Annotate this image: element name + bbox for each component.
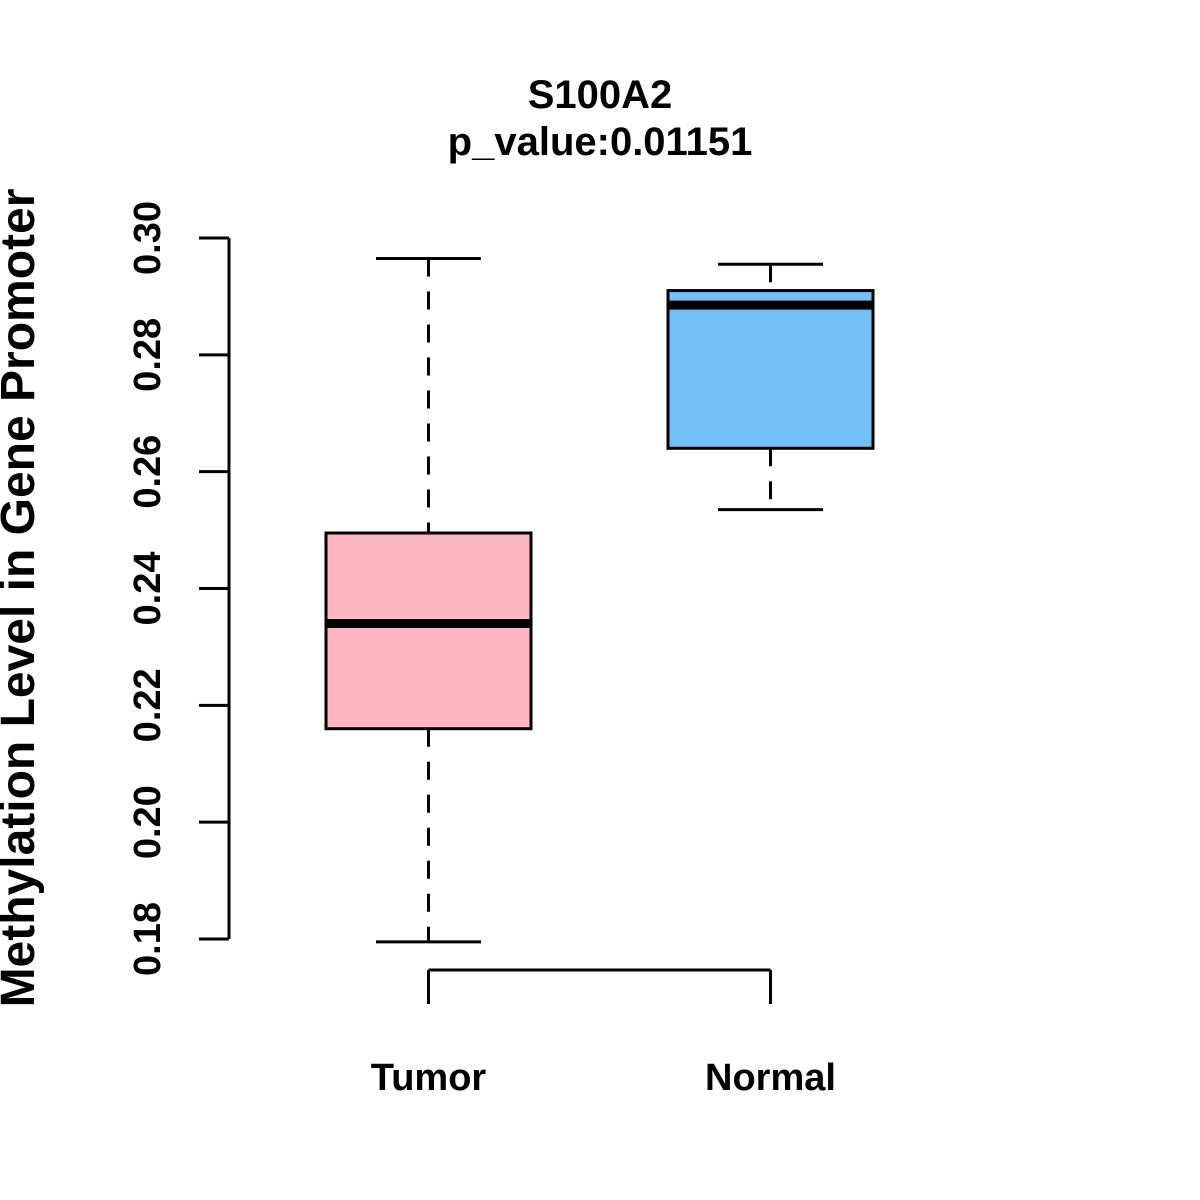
y-tick-label: 0.24: [127, 552, 169, 626]
x-category-label-tumor: Tumor: [371, 1057, 487, 1099]
y-tick-label: 0.22: [127, 668, 169, 742]
y-tick-label: 0.20: [127, 785, 169, 859]
iqr-box-tumor: [324, 531, 533, 731]
y-tick-label: 0.18: [127, 902, 169, 976]
chart-title: S100A2: [528, 73, 673, 117]
y-tick-label: 0.26: [127, 435, 169, 509]
x-category-label-normal: Normal: [705, 1057, 836, 1099]
plot-dynamic-layer: 0.18 0.20 0.22 0.24 0.26 0.28 0.30 Tumor Normal: [127, 201, 875, 1099]
y-axis-title: Methylation Level in Gene Promoter: [0, 189, 45, 1008]
y-tick-label: 0.30: [127, 201, 169, 275]
y-tick-label: 0.28: [127, 318, 169, 392]
iqr-box-normal: [666, 289, 875, 450]
chart-subtitle: p_value:0.01151: [448, 120, 753, 164]
